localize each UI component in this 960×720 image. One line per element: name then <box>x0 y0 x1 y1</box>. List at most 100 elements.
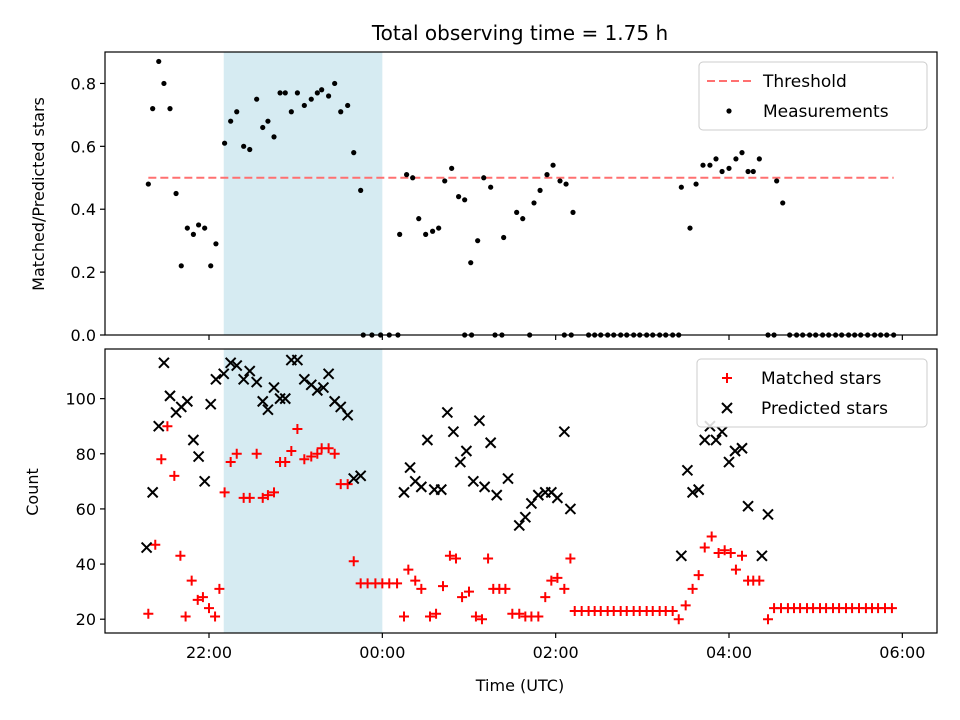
data-point <box>173 190 179 197</box>
data-point <box>277 90 283 96</box>
data-point <box>403 564 414 575</box>
data-point <box>169 470 180 481</box>
data-point <box>251 448 262 459</box>
data-point <box>234 109 240 115</box>
data-point <box>271 134 277 140</box>
data-point <box>729 445 741 457</box>
data-point <box>488 184 494 190</box>
data-point <box>294 90 300 96</box>
bottom-shaded-span <box>223 349 383 633</box>
top-y-tick-label: 0.6 <box>71 137 96 156</box>
data-point <box>410 175 416 181</box>
data-point <box>532 489 545 501</box>
x-tick-label: 06:00 <box>879 643 925 662</box>
data-point <box>750 168 756 175</box>
data-point <box>237 373 250 386</box>
data-point <box>451 553 461 564</box>
data-point <box>501 234 507 241</box>
bottom-y-tick-label: 80 <box>76 445 96 464</box>
data-point <box>483 553 494 564</box>
data-point <box>204 603 214 614</box>
data-point <box>247 146 253 153</box>
data-point <box>345 102 351 109</box>
data-point <box>513 519 525 532</box>
data-point <box>716 426 728 438</box>
legend-measurement-swatch <box>726 108 732 114</box>
data-point <box>540 592 551 603</box>
data-point <box>537 187 543 193</box>
x-tick-label: 22:00 <box>186 643 232 662</box>
data-point <box>667 605 678 616</box>
data-point <box>231 359 243 372</box>
data-point <box>745 168 751 175</box>
data-point <box>456 194 462 200</box>
data-point <box>262 403 274 416</box>
data-point <box>693 570 704 581</box>
data-point <box>150 539 161 550</box>
legend-matched-swatch <box>722 373 732 383</box>
data-point <box>723 456 735 468</box>
data-point <box>187 434 200 446</box>
data-point <box>421 434 434 446</box>
data-point <box>202 225 208 231</box>
data-point <box>410 575 421 586</box>
data-point <box>241 143 247 149</box>
data-point <box>397 231 403 237</box>
data-point <box>565 553 576 564</box>
data-point <box>164 390 176 402</box>
data-point <box>308 96 314 102</box>
data-point <box>531 200 537 206</box>
data-point <box>514 209 520 215</box>
top-y-axis-label: Matched/Predicted stars <box>29 97 48 291</box>
data-point <box>484 437 497 449</box>
data-point <box>754 575 765 586</box>
data-point <box>404 172 410 178</box>
data-point <box>192 594 203 605</box>
data-point <box>533 611 544 622</box>
data-point <box>737 550 747 561</box>
data-point <box>707 162 713 168</box>
data-point <box>693 181 699 187</box>
data-point <box>150 106 156 112</box>
data-point <box>464 586 474 597</box>
data-point <box>726 165 732 171</box>
data-point <box>219 487 230 498</box>
data-point <box>392 578 403 589</box>
data-point <box>257 492 268 503</box>
data-point <box>175 550 186 561</box>
data-point <box>687 225 693 231</box>
data-point <box>250 376 263 388</box>
legend-label: Threshold <box>762 72 847 92</box>
x-tick-label: 02:00 <box>533 643 579 662</box>
data-point <box>706 531 717 542</box>
data-point <box>467 475 480 488</box>
data-point <box>231 448 242 459</box>
data-point <box>425 611 435 622</box>
data-point <box>348 472 360 485</box>
data-point <box>444 550 455 561</box>
data-point <box>314 90 320 96</box>
data-point <box>500 583 511 594</box>
top-y-tick-label: 0.8 <box>71 74 96 93</box>
data-point <box>299 454 310 465</box>
data-point <box>713 548 724 559</box>
data-point <box>404 461 416 474</box>
data-point <box>228 118 234 124</box>
bottom-y-tick-label: 40 <box>76 555 96 574</box>
data-point <box>416 583 427 594</box>
data-point <box>301 102 307 109</box>
x-tick-label: 04:00 <box>706 643 752 662</box>
data-point <box>441 406 454 419</box>
data-point <box>326 93 332 99</box>
data-point <box>143 608 154 619</box>
data-point <box>274 392 286 405</box>
data-point <box>218 368 230 380</box>
data-point <box>478 481 491 493</box>
top-y-tick-label: 0.4 <box>71 200 96 219</box>
data-point <box>298 373 311 386</box>
data-point <box>436 225 442 231</box>
data-point <box>257 395 269 408</box>
data-point <box>559 583 570 594</box>
data-point <box>162 421 173 432</box>
data-point <box>473 414 486 427</box>
